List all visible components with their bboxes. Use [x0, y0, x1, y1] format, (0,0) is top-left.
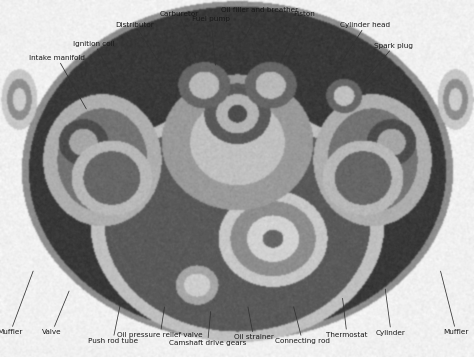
Text: Ignition coil: Ignition coil [73, 41, 116, 83]
Text: Oil pressure relief valve: Oil pressure relief valve [118, 307, 203, 338]
Text: Fuel pump: Fuel pump [192, 16, 230, 65]
Text: Muffler: Muffler [440, 271, 469, 335]
Text: Spark plug: Spark plug [363, 43, 413, 83]
Text: Oil filler and breather: Oil filler and breather [221, 7, 298, 41]
Text: Cylinder: Cylinder [376, 289, 406, 336]
Text: Cylinder head: Cylinder head [340, 22, 391, 64]
Text: Oil strainer: Oil strainer [234, 307, 273, 340]
Text: Muffler: Muffler [0, 271, 33, 335]
Text: Carburetor: Carburetor [160, 11, 199, 58]
Text: Camshaft drive gears: Camshaft drive gears [169, 312, 246, 346]
Text: Connecting rod: Connecting rod [275, 307, 330, 344]
Text: Valve: Valve [42, 291, 69, 335]
Text: Distributor: Distributor [116, 22, 160, 64]
Text: Intake manifold: Intake manifold [29, 55, 86, 109]
Text: Push rod tube: Push rod tube [88, 305, 138, 344]
Text: Piston: Piston [281, 11, 315, 62]
Text: Thermostat: Thermostat [326, 298, 368, 338]
